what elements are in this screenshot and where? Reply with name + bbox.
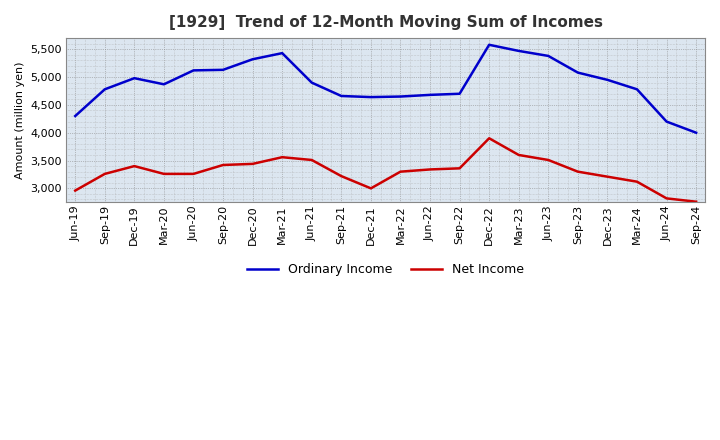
Ordinary Income bbox=[455, 91, 464, 96]
Net Income bbox=[337, 173, 346, 179]
Y-axis label: Amount (million yen): Amount (million yen) bbox=[15, 62, 25, 179]
Net Income bbox=[662, 196, 671, 201]
Net Income bbox=[71, 188, 79, 193]
Net Income bbox=[219, 162, 228, 168]
Net Income bbox=[248, 161, 257, 166]
Net Income bbox=[603, 174, 612, 180]
Title: [1929]  Trend of 12-Month Moving Sum of Incomes: [1929] Trend of 12-Month Moving Sum of I… bbox=[168, 15, 603, 30]
Net Income bbox=[426, 167, 434, 172]
Ordinary Income bbox=[248, 57, 257, 62]
Ordinary Income bbox=[337, 93, 346, 99]
Ordinary Income bbox=[603, 77, 612, 82]
Net Income bbox=[544, 158, 553, 163]
Ordinary Income bbox=[544, 53, 553, 59]
Ordinary Income bbox=[396, 94, 405, 99]
Net Income bbox=[692, 199, 701, 204]
Net Income bbox=[574, 169, 582, 174]
Ordinary Income bbox=[101, 87, 109, 92]
Ordinary Income bbox=[189, 68, 198, 73]
Net Income bbox=[160, 171, 168, 176]
Net Income bbox=[130, 164, 139, 169]
Line: Ordinary Income: Ordinary Income bbox=[75, 45, 696, 133]
Legend: Ordinary Income, Net Income: Ordinary Income, Net Income bbox=[242, 258, 529, 282]
Ordinary Income bbox=[219, 67, 228, 73]
Net Income bbox=[514, 152, 523, 158]
Net Income bbox=[278, 154, 287, 160]
Ordinary Income bbox=[426, 92, 434, 98]
Line: Net Income: Net Income bbox=[75, 138, 696, 202]
Net Income bbox=[366, 186, 375, 191]
Ordinary Income bbox=[662, 119, 671, 124]
Net Income bbox=[396, 169, 405, 174]
Ordinary Income bbox=[307, 80, 316, 85]
Ordinary Income bbox=[633, 87, 642, 92]
Net Income bbox=[189, 171, 198, 176]
Ordinary Income bbox=[574, 70, 582, 75]
Net Income bbox=[455, 166, 464, 171]
Net Income bbox=[485, 136, 493, 141]
Ordinary Income bbox=[71, 114, 79, 119]
Ordinary Income bbox=[130, 76, 139, 81]
Ordinary Income bbox=[160, 82, 168, 87]
Net Income bbox=[101, 171, 109, 176]
Ordinary Income bbox=[514, 48, 523, 54]
Ordinary Income bbox=[485, 42, 493, 48]
Net Income bbox=[633, 179, 642, 184]
Ordinary Income bbox=[692, 130, 701, 136]
Net Income bbox=[307, 158, 316, 163]
Ordinary Income bbox=[366, 95, 375, 100]
Ordinary Income bbox=[278, 51, 287, 56]
